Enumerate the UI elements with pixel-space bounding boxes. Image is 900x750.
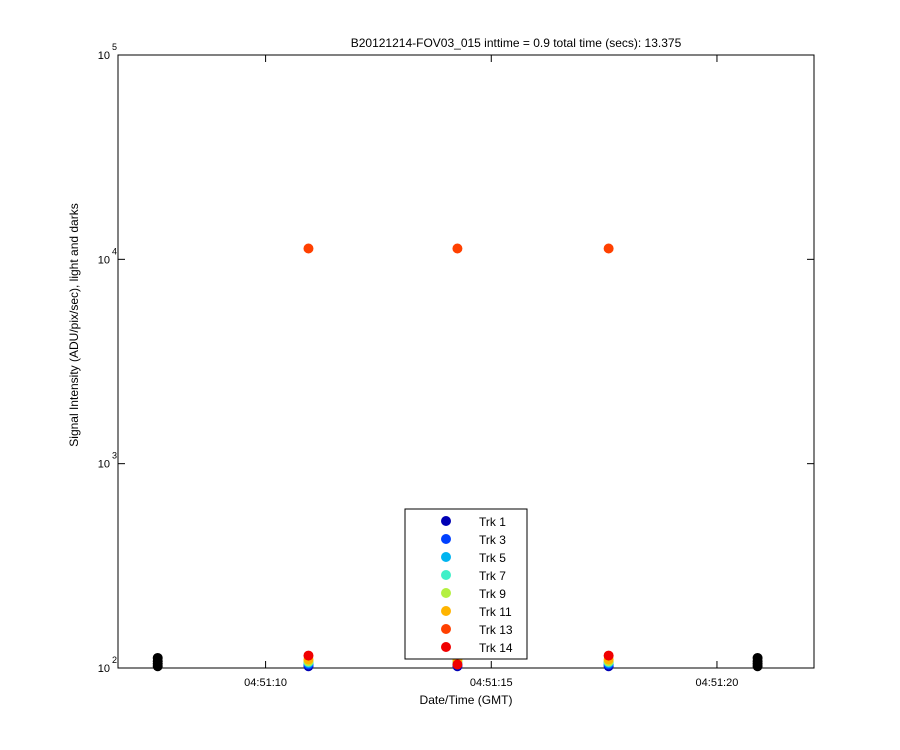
- x-tick-label: 04:51:10: [244, 677, 287, 689]
- data-point: [303, 650, 314, 661]
- legend-label: Trk 13: [479, 623, 513, 637]
- legend-marker: [441, 570, 451, 580]
- legend-label: Trk 5: [479, 551, 506, 565]
- y-tick-label: 10: [98, 663, 110, 675]
- legend-marker: [441, 624, 451, 634]
- data-point: [452, 243, 463, 254]
- legend: Trk 1 Trk 3 Trk 5 Trk 7 Trk 9 Trk 11 Trk 13 Trk…: [404, 508, 528, 660]
- legend-label: Trk 7: [479, 569, 506, 583]
- y-tick-exponent: 4: [112, 246, 117, 256]
- y-tick-label: 10: [98, 459, 110, 471]
- legend-marker: [441, 588, 451, 598]
- data-point: [152, 652, 163, 663]
- legend-label: Trk 11: [479, 605, 512, 619]
- legend-label: Trk 3: [479, 533, 506, 547]
- legend-marker: [441, 516, 451, 526]
- y-tick-label: 10: [98, 50, 110, 62]
- chart-title: B20121214-FOV03_015 inttime = 0.9 total …: [351, 36, 682, 50]
- x-tick-label: 04:51:15: [470, 677, 513, 689]
- y-tick-exponent: 3: [112, 451, 117, 461]
- y-axis-label: Signal Intensity (ADU/pix/sec), light an…: [67, 203, 81, 446]
- data-point: [452, 659, 463, 670]
- y-tick-exponent: 2: [112, 655, 117, 665]
- x-axis-label: Date/Time (GMT): [420, 693, 513, 707]
- x-tick-label: 04:51:20: [696, 677, 739, 689]
- legend-marker: [441, 552, 451, 562]
- legend-marker: [441, 606, 451, 616]
- legend-box: [404, 508, 528, 660]
- legend-marker: [441, 642, 451, 652]
- data-point: [603, 243, 614, 254]
- y-tick-label: 10: [98, 254, 110, 266]
- legend-label: Trk 9: [479, 587, 506, 601]
- legend-label: Trk 14: [479, 641, 513, 655]
- data-point: [603, 650, 614, 661]
- y-tick-exponent: 5: [112, 42, 117, 52]
- data-point: [303, 243, 314, 254]
- legend-label: Trk 1: [479, 515, 506, 529]
- legend-marker: [441, 534, 451, 544]
- data-point: [752, 652, 763, 663]
